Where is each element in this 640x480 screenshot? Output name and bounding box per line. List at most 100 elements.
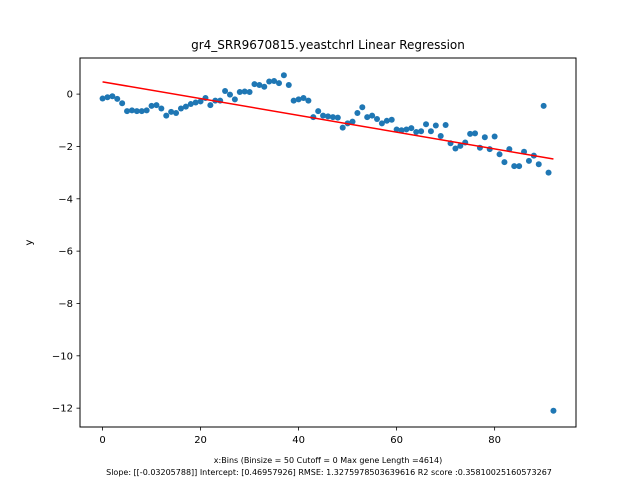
data-point	[491, 133, 498, 140]
x-tick-label: 20	[194, 435, 207, 446]
data-point	[369, 112, 376, 119]
data-point	[182, 103, 189, 110]
data-point	[271, 78, 278, 85]
data-point	[378, 120, 385, 127]
data-point	[119, 100, 126, 107]
y-tick-label: −4	[58, 194, 73, 205]
data-point	[153, 102, 160, 109]
x-tick-label: 80	[488, 435, 501, 446]
data-point	[545, 169, 552, 176]
data-point	[275, 80, 282, 87]
x-axis-label: x:Bins (Binsize = 50 Cutoff = 0 Max gene…	[214, 456, 442, 465]
data-point	[148, 102, 155, 109]
data-point	[280, 72, 287, 79]
data-point	[535, 161, 542, 168]
data-point	[251, 81, 258, 88]
y-tick-label: 0	[67, 90, 73, 101]
axes-frame	[79, 57, 577, 428]
data-point	[467, 130, 474, 137]
data-point	[256, 81, 263, 88]
data-point	[99, 95, 106, 102]
y-tick-label: −10	[52, 351, 73, 362]
regression-stats-footer: Slope: [[-0.03205788]] Intercept: [0.469…	[106, 468, 552, 477]
y-tick-label: −6	[58, 247, 73, 258]
data-point	[138, 108, 145, 115]
data-point	[295, 96, 302, 103]
data-point	[168, 108, 175, 115]
data-point	[442, 122, 449, 128]
data-point	[437, 132, 444, 139]
data-point	[305, 97, 312, 104]
data-point	[222, 87, 229, 94]
data-point	[427, 128, 434, 135]
x-tick-label: 0	[99, 435, 105, 446]
data-point	[354, 109, 361, 116]
data-point	[388, 116, 395, 123]
data-point	[226, 91, 233, 98]
regression-line	[102, 81, 554, 160]
y-tick-label: −8	[58, 299, 73, 310]
data-point	[540, 102, 547, 109]
data-point	[187, 101, 194, 108]
data-point	[285, 81, 292, 88]
data-point	[403, 126, 410, 133]
data-point	[457, 142, 464, 149]
data-point	[241, 88, 248, 95]
data-point	[236, 89, 243, 96]
data-point	[246, 89, 253, 96]
y-axis-label: y	[24, 239, 35, 245]
data-point	[432, 122, 439, 129]
data-point	[177, 105, 184, 112]
data-point	[393, 126, 400, 133]
data-point	[418, 128, 425, 135]
data-point	[550, 407, 557, 414]
data-point	[143, 107, 150, 114]
data-point	[511, 163, 518, 170]
data-point	[423, 121, 430, 128]
data-point	[173, 109, 180, 116]
data-point	[128, 107, 135, 114]
data-point	[261, 83, 268, 90]
data-point	[197, 98, 204, 105]
data-point	[163, 112, 170, 119]
data-point	[207, 102, 214, 109]
data-point	[408, 125, 415, 132]
data-point	[334, 114, 341, 121]
data-point	[413, 129, 420, 136]
data-point	[320, 112, 327, 119]
data-point	[104, 94, 111, 101]
data-point	[374, 115, 381, 122]
data-point	[124, 108, 131, 115]
data-point	[158, 105, 165, 112]
data-point	[383, 117, 390, 124]
data-point	[516, 163, 523, 170]
data-point	[300, 95, 307, 102]
data-point	[472, 130, 479, 137]
y-axis-ticks: 0 −2 −4 −6 −8 −10 −12	[52, 90, 80, 415]
data-point	[496, 151, 503, 158]
data-point	[266, 78, 273, 85]
data-point	[339, 124, 346, 131]
x-axis-ticks: 0 20 40 60 80	[99, 427, 501, 446]
data-point	[114, 95, 121, 102]
data-point	[481, 134, 488, 141]
data-point	[349, 118, 356, 125]
plot-area	[99, 72, 557, 414]
data-point	[398, 127, 405, 134]
data-point	[290, 97, 297, 104]
data-point	[329, 114, 336, 121]
data-point	[231, 96, 238, 103]
data-point	[364, 114, 371, 121]
x-tick-label: 60	[390, 435, 403, 446]
data-point	[525, 157, 532, 164]
data-point	[325, 113, 331, 120]
data-point	[452, 145, 459, 152]
data-point	[359, 104, 366, 111]
data-point	[192, 99, 199, 106]
chart-title: gr4_SRR9670815.yeastchrI Linear Regressi…	[191, 38, 465, 52]
data-point	[315, 108, 322, 115]
x-tick-label: 40	[292, 435, 305, 446]
data-point	[501, 159, 508, 166]
